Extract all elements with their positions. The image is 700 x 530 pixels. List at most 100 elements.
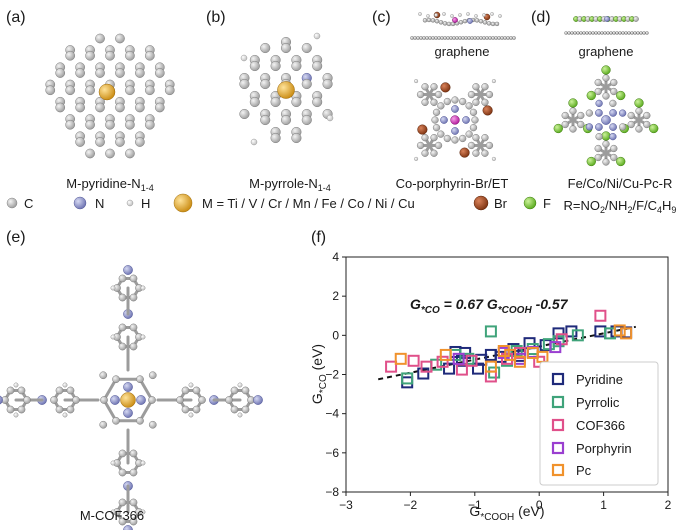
fluorine-atom	[616, 156, 626, 167]
carbon-atom	[610, 144, 618, 153]
carbon-atom	[249, 96, 260, 108]
caption-a: M-pyridine-N1-4	[66, 176, 153, 193]
carbon-atom	[573, 31, 577, 35]
carbon-atom	[301, 114, 312, 126]
carbon-atom	[594, 87, 602, 96]
porphyrin-side-view	[410, 11, 516, 40]
caption-b: M-pyrrole-N1-4	[249, 176, 331, 193]
nitrogen-atom	[123, 382, 133, 392]
carbon-atom	[422, 36, 426, 40]
hydrogen-atom	[140, 334, 146, 340]
carbon-atom	[55, 102, 66, 113]
carbon-atom	[260, 42, 271, 54]
atom-legend-label: C	[24, 196, 33, 211]
hydrogen-atom	[110, 285, 116, 291]
carbon-atom	[430, 98, 438, 106]
hydrogen-atom	[188, 412, 194, 418]
hydrogen-atom	[250, 138, 258, 146]
carbon-atom	[610, 78, 618, 87]
panel-label-f: (f)	[311, 229, 326, 246]
carbon-atom	[241, 386, 250, 395]
carbon-atom	[443, 97, 451, 106]
metal-legend-icon	[173, 193, 193, 213]
carbon-atom	[118, 449, 127, 458]
nitrogen-legend-icon	[73, 196, 87, 210]
carbon-atom	[291, 132, 302, 144]
carbon-atom	[192, 405, 201, 414]
carbon-atom	[99, 371, 108, 380]
hydrogen-atom	[442, 12, 446, 16]
carbon-atom	[467, 90, 476, 99]
nitrogen-atom	[604, 16, 610, 22]
carbon-atom	[469, 108, 478, 116]
carbon-atom	[434, 36, 438, 40]
data-point	[571, 329, 584, 342]
carbon-atom	[594, 78, 602, 87]
carbon-atom	[118, 498, 127, 507]
carbon-atom	[144, 119, 155, 130]
x-tick-label: 2	[665, 498, 672, 512]
carbon-atom	[465, 102, 473, 110]
carbon-atom	[582, 31, 586, 35]
carbon-atom	[410, 36, 414, 40]
carbon-atom	[609, 31, 613, 35]
carbon-atom	[639, 31, 643, 35]
data-point	[394, 352, 407, 365]
hydrogen-atom	[140, 509, 146, 515]
carbon-atom	[588, 31, 592, 35]
carbon-atom	[428, 36, 432, 40]
carbon-atom	[99, 420, 108, 429]
carbon-atom	[494, 21, 500, 27]
carbon-atom	[312, 60, 323, 72]
carbon-atom	[490, 21, 496, 27]
carbon-atom	[509, 36, 513, 40]
carbon-atom	[458, 36, 462, 40]
legend-swatch-cof366	[551, 418, 565, 432]
carbon-atom	[95, 102, 105, 113]
nitrogen-atom	[440, 116, 448, 124]
carbon-atom	[421, 83, 429, 91]
carbon-atom	[569, 125, 577, 133]
atom-legend-label: H	[141, 196, 150, 211]
carbon-atom	[500, 36, 504, 40]
carbon-atom	[569, 107, 577, 115]
data-point	[484, 360, 497, 373]
data-point	[407, 354, 420, 367]
data-point	[484, 370, 497, 383]
carbon-atom	[85, 148, 95, 159]
nitrogen-atom	[451, 127, 459, 135]
hydrogen-atom	[237, 412, 243, 418]
data-point	[452, 352, 465, 365]
carbon-atom	[432, 124, 441, 132]
carbon-atom	[478, 18, 484, 24]
y-tick-label: 0	[332, 328, 339, 342]
nitrogen-atom	[585, 123, 594, 131]
bromine-atom	[417, 124, 428, 135]
legend-label-cof366: COF366	[576, 418, 625, 433]
atom-legend-label: F	[543, 196, 551, 211]
fluorine-atom	[553, 123, 563, 134]
carbon-atom	[239, 108, 250, 120]
fluorine-atom	[586, 156, 596, 167]
legend-swatch-pc	[551, 463, 565, 477]
carbon-atom	[129, 517, 138, 526]
carbon-atom	[437, 102, 445, 110]
pyridine-structure	[45, 33, 175, 159]
carbon-atom	[635, 125, 643, 133]
phthalocyanine-top-view	[553, 65, 659, 167]
carbon-atom	[129, 274, 138, 283]
hydrogen-atom	[240, 54, 248, 62]
carbon-atom	[105, 50, 115, 61]
carbon-atom	[633, 31, 637, 35]
carbon-atom	[465, 130, 473, 138]
legend-label-pyridine: Pyridine	[576, 372, 623, 387]
hydrogen-atom	[482, 13, 486, 17]
carbon-atom	[192, 386, 201, 395]
carbon-atom	[105, 148, 115, 159]
carbon-atom	[23, 396, 31, 404]
hydrogen-atom	[491, 156, 496, 161]
carbon-atom	[95, 137, 105, 147]
carbon-atom	[591, 31, 595, 35]
hydrogen-atom	[140, 285, 146, 291]
nitrogen-atom	[609, 109, 617, 117]
